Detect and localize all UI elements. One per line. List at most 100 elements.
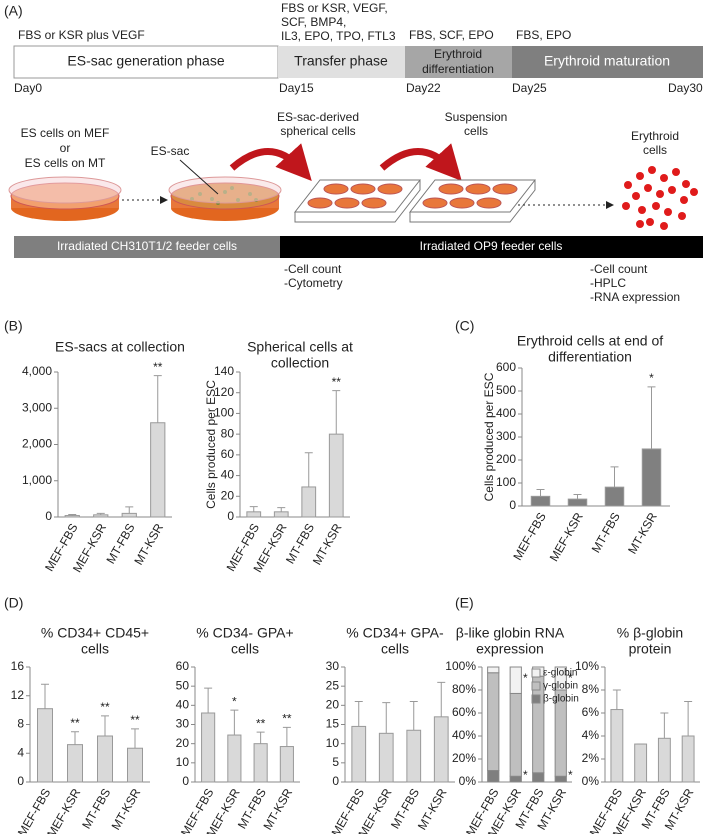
y-tick-label: 25: [326, 678, 340, 692]
y-tick-label: 8: [17, 717, 24, 731]
phase-label: differentiation: [422, 62, 494, 76]
significance: **: [282, 712, 292, 726]
significance: **: [100, 700, 110, 714]
y-tick-label: 300: [496, 429, 516, 443]
error-bar: [304, 452, 313, 487]
media-label: SCF, BMP4,: [281, 15, 346, 29]
chart-title: ES-sacs at collection: [55, 339, 185, 355]
y-tick-label: 0: [17, 774, 24, 788]
phase-label: Erythroid maturation: [544, 53, 670, 69]
y-tick-label: 4,000: [22, 364, 52, 378]
error-bar: [382, 702, 391, 734]
bar: [567, 498, 588, 507]
cell-label: or: [60, 141, 71, 155]
y-tick-label: 200: [496, 452, 516, 466]
chart-title: cells: [231, 641, 259, 657]
chart-title: protein: [629, 641, 672, 657]
phase-label: Transfer phase: [294, 53, 388, 69]
media-label: IL3, EPO, TPO, FTL3: [281, 29, 396, 43]
legend-label: γ-globin: [543, 681, 578, 692]
y-tick-label: 400: [496, 406, 516, 420]
error-bar: [41, 683, 49, 709]
bar-segment: [532, 772, 545, 783]
error-bar: [573, 494, 582, 500]
legend-swatch: [531, 694, 541, 704]
y-tick-label: 12: [11, 688, 25, 702]
y-tick-label: 80%: [452, 682, 476, 696]
cell-label: cells: [464, 124, 488, 138]
y-tick-label: 10: [326, 736, 340, 750]
y-tick-label: 0: [182, 774, 189, 788]
cell-label: cells: [643, 143, 667, 157]
x-tick-label: MEF-FBS: [510, 510, 548, 563]
note: -HPLC: [590, 276, 626, 290]
panel-label: (A): [4, 3, 23, 19]
phase-label: Erythroid: [434, 47, 482, 61]
legend-swatch: [531, 681, 541, 691]
day-label: Day22: [406, 81, 441, 95]
significance: *: [568, 768, 573, 782]
error-bar: [354, 701, 363, 727]
chart-title: % β-globin: [617, 625, 683, 641]
error-bar: [647, 386, 656, 449]
legend-swatch: [531, 668, 541, 678]
y-tick-label: 20: [326, 698, 340, 712]
panel-label: (E): [455, 595, 474, 611]
bar: [150, 422, 166, 518]
bar: [634, 743, 648, 783]
y-tick-label: 0%: [459, 774, 477, 788]
x-tick-label: MT-KSR: [109, 786, 144, 833]
bar: [64, 515, 80, 518]
error-bar: [230, 709, 239, 736]
bar: [97, 735, 113, 783]
media-label: FBS, SCF, EPO: [409, 28, 494, 42]
y-tick-label: 0: [509, 498, 516, 512]
y-tick-label: 40: [176, 698, 190, 712]
significance: *: [649, 371, 654, 385]
y-tick-label: 40: [221, 468, 235, 482]
error-bar: [125, 506, 134, 514]
error-bar: [131, 728, 139, 749]
significance: *: [232, 694, 237, 708]
error-bar: [660, 712, 669, 739]
red-arrow: [229, 143, 312, 181]
chart-title: cells: [81, 641, 109, 657]
bar-segment: [554, 666, 567, 691]
y-tick-label: 60: [176, 659, 190, 673]
significance: **: [70, 716, 80, 730]
media-label: FBS or KSR, VEGF,: [281, 1, 388, 15]
y-tick-label: 120: [214, 385, 234, 399]
error-bar: [153, 375, 162, 423]
bar-segment: [509, 775, 522, 783]
chart-title: collection: [271, 355, 329, 371]
cell-label: Erythroid: [631, 129, 679, 143]
y-tick-label: 50: [176, 678, 190, 692]
bar: [253, 743, 268, 783]
error-bar: [277, 507, 286, 512]
error-bar: [437, 681, 446, 717]
y-tick-label: 100: [496, 475, 516, 489]
day-label: Day15: [279, 81, 314, 95]
error-bar: [612, 689, 621, 710]
red-arrow: [379, 143, 462, 181]
panel-label: (B): [4, 318, 23, 334]
phase-box: [13, 45, 279, 79]
bar: [279, 746, 294, 783]
phase-box: [405, 46, 512, 78]
bar: [273, 511, 289, 518]
day-label: Day30: [668, 81, 703, 95]
error-bar: [101, 715, 109, 736]
note: -Cell count: [590, 262, 648, 276]
error-bar: [332, 390, 341, 435]
bar: [121, 512, 137, 518]
y-tick-label: 4%: [582, 728, 600, 742]
bar: [328, 433, 344, 518]
cell-label: spherical cells: [280, 124, 355, 138]
y-tick-label: 140: [214, 364, 234, 378]
error-bar: [256, 731, 265, 744]
bar-segment: [487, 672, 500, 771]
y-tick-label: 500: [496, 383, 516, 397]
y-axis-label: Cells produced per ESC: [204, 380, 218, 509]
y-tick-label: 3,000: [22, 400, 52, 414]
